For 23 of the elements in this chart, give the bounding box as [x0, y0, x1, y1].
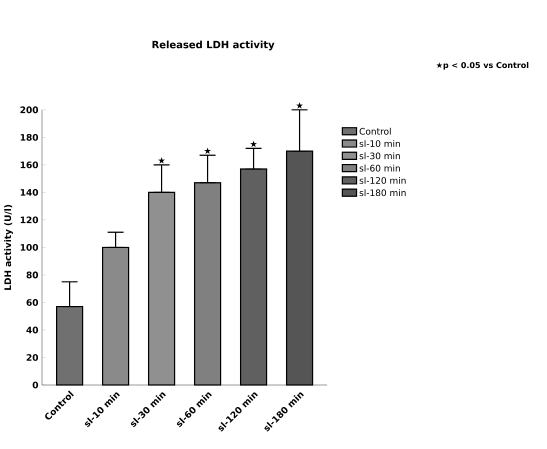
- y-tick-label: 200: [20, 106, 38, 114]
- legend-label: sl-120 min: [360, 176, 406, 184]
- y-tick-label: 120: [20, 216, 38, 224]
- y-tick-label: 60: [26, 299, 38, 306]
- annotation: ★: [250, 140, 258, 148]
- annotation: ★: [158, 157, 166, 164]
- y-axis-title: LDH activity (U/l): [4, 204, 13, 290]
- legend-label: sl-10 min: [360, 140, 400, 148]
- annotation: ★: [296, 102, 304, 109]
- legend-label: sl-60 min: [360, 164, 400, 172]
- chart-title: Released LDH activity: [152, 40, 274, 50]
- y-tick-label: 160: [20, 161, 38, 168]
- annotation: ★: [204, 148, 212, 154]
- y-tick-label: 100: [20, 244, 38, 251]
- legend-label: sl-180 min: [360, 189, 406, 196]
- y-tick-label: 40: [26, 326, 38, 334]
- y-tick-label: 20: [26, 354, 38, 361]
- y-tick-label: 180: [20, 134, 38, 141]
- y-tick-label: 140: [20, 188, 38, 196]
- legend-label: sl-30 min: [360, 152, 400, 160]
- y-tick-label: 0: [32, 382, 38, 388]
- y-tick-label: 80: [26, 272, 38, 278]
- legend-label: Control: [360, 128, 391, 135]
